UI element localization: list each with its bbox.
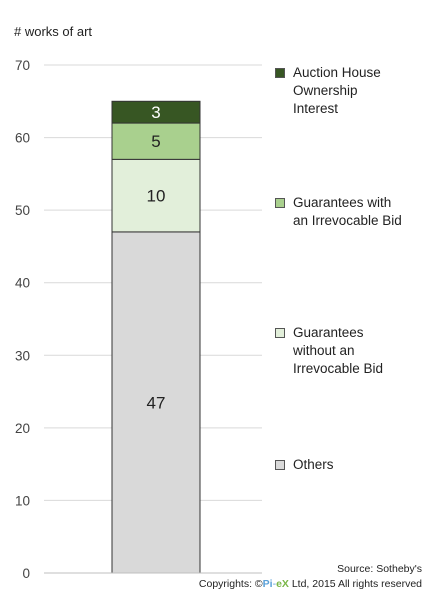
legend-label: Auction House Ownership Interest — [293, 65, 381, 116]
y-tick-label: 40 — [15, 276, 30, 291]
y-tick-label: 60 — [15, 131, 30, 146]
copyright-note: Copyrights: ©Pi-eX Ltd, 2015 All rights … — [199, 578, 422, 590]
y-tick-label: 50 — [15, 203, 30, 218]
legend-swatch — [275, 328, 285, 338]
brand-pi: Pi — [262, 578, 273, 590]
legend-swatch — [275, 460, 285, 470]
copyright-prefix: Copyrights: © — [198, 578, 263, 590]
y-tick-label: 30 — [15, 348, 30, 363]
y-tick-label: 70 — [15, 58, 30, 73]
y-tick-label: 10 — [15, 493, 30, 508]
bar-segment-3 — [111, 122, 201, 160]
legend-label: Guarantees with an Irrevocable Bid — [293, 195, 402, 228]
legend-label: Guarantees without an Irrevocable Bid — [293, 325, 384, 376]
brand-ex: eX — [276, 578, 289, 590]
legend-swatch — [275, 68, 285, 78]
bar-value-label: 47 — [147, 393, 166, 412]
bar-value-label: 10 — [147, 187, 166, 206]
bar-segment-4 — [111, 100, 201, 124]
y-tick-label: 20 — [15, 421, 30, 436]
bar-value-label: 5 — [151, 132, 160, 151]
brand-dash: - — [272, 578, 277, 590]
bar-value-label: 3 — [151, 103, 160, 122]
source-note: Source: Sotheby's — [337, 563, 422, 575]
legend-swatch — [275, 198, 285, 208]
y-axis-label: # works of art — [14, 24, 93, 39]
y-tick-label: 0 — [22, 566, 30, 581]
copyright-suffix: Ltd, 2015 All rights reserved — [288, 578, 422, 590]
legend-label: Others — [293, 457, 334, 472]
